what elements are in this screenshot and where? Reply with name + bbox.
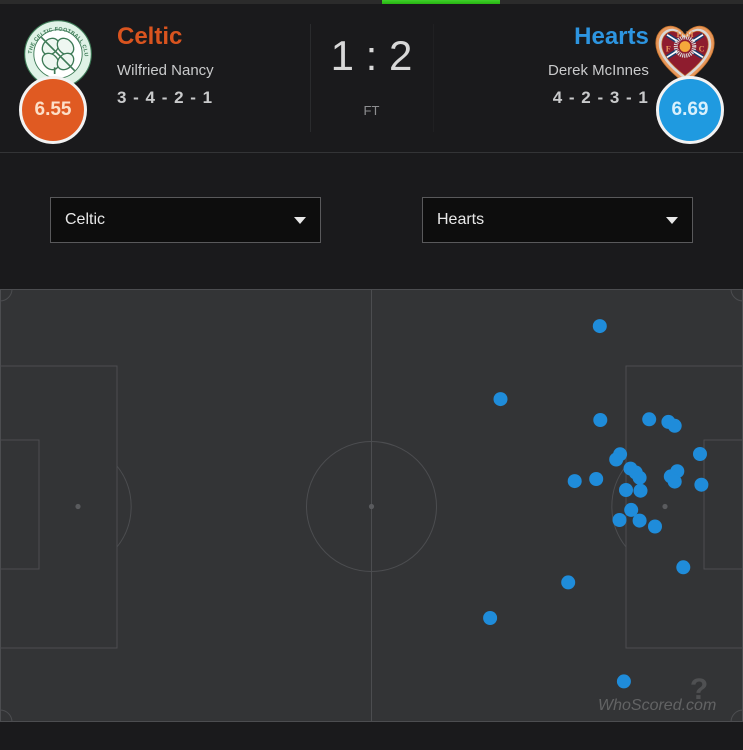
svg-text:F: F — [666, 45, 671, 54]
svg-text:C: C — [699, 45, 705, 54]
svg-text:H·M: H·M — [676, 30, 693, 39]
